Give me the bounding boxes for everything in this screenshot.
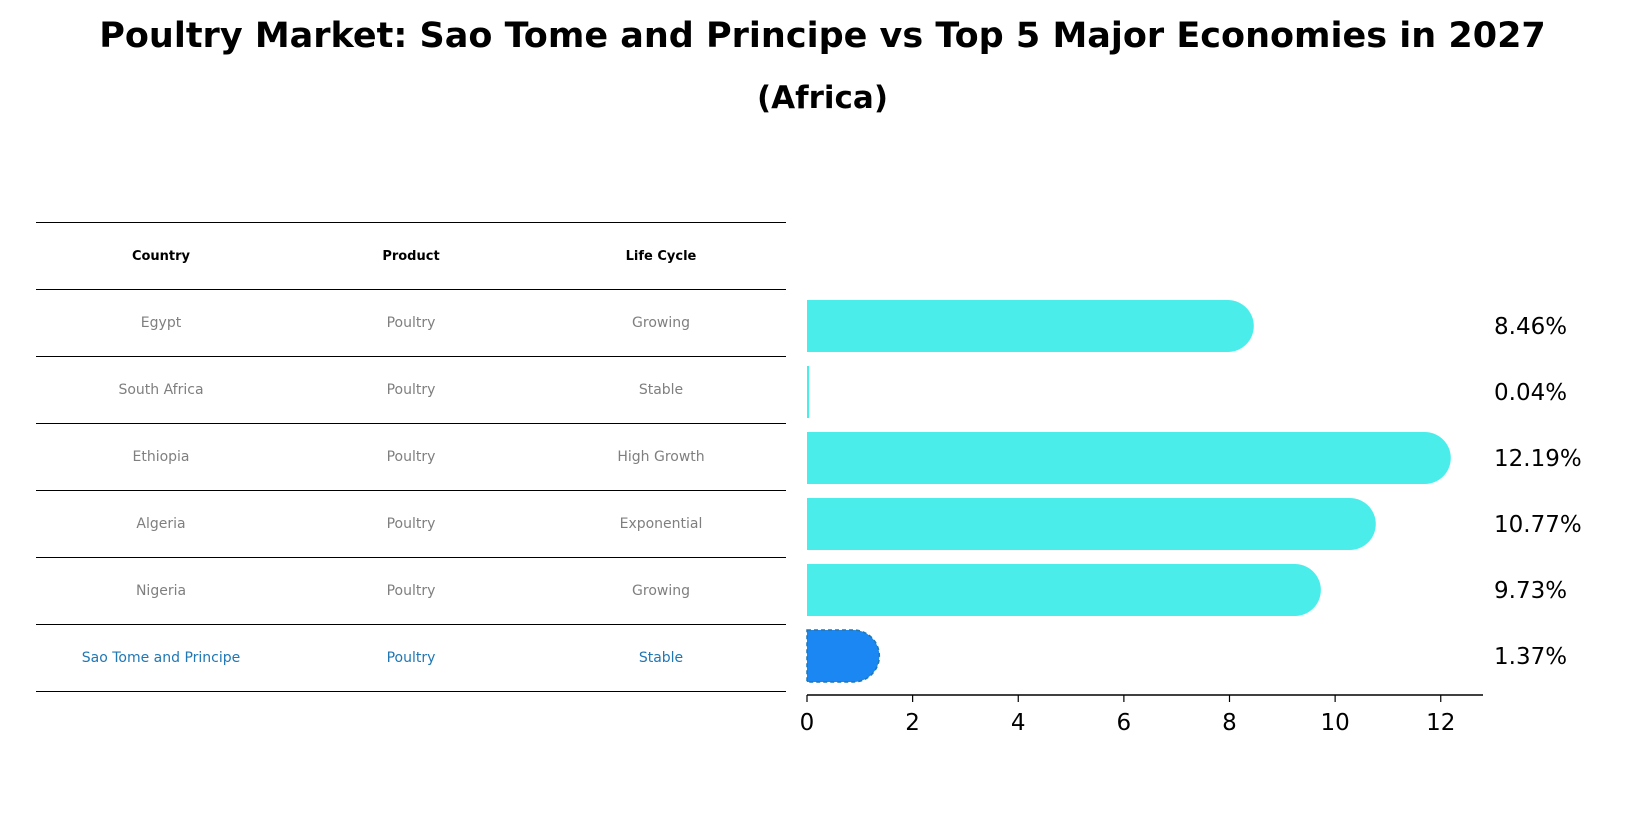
- x-tick-label: 8: [1222, 710, 1237, 736]
- cell-life-cycle: Growing: [632, 315, 690, 331]
- bar-south-africa: [807, 366, 810, 418]
- x-tick-label: 12: [1426, 710, 1455, 736]
- bar-sao-tome-and-principe: [806, 629, 881, 683]
- chart-title: Poultry Market: Sao Tome and Principe vs…: [99, 16, 1546, 56]
- cell-product: Poultry: [386, 382, 436, 398]
- bar-algeria: [807, 498, 1376, 550]
- value-label: 0.04%: [1494, 380, 1567, 406]
- cell-product: Poultry: [386, 315, 436, 331]
- value-label: 12.19%: [1494, 446, 1582, 472]
- header-country: Country: [131, 248, 191, 264]
- table-row: Algeria Poultry Exponential: [36, 490, 786, 557]
- cell-life-cycle: Stable: [638, 650, 684, 666]
- cell-life-cycle: Exponential: [619, 516, 703, 532]
- table-header-row: Country Product Life Cycle: [36, 222, 786, 289]
- value-label: 8.46%: [1494, 314, 1567, 340]
- header-life-cycle: Life Cycle: [625, 248, 697, 264]
- cell-life-cycle: Stable: [638, 382, 684, 398]
- bar-ethiopia: [807, 432, 1451, 484]
- table-row: South Africa Poultry Stable: [36, 356, 786, 423]
- value-label: 1.37%: [1494, 644, 1567, 670]
- bar-nigeria: [807, 564, 1321, 616]
- cell-product: Poultry: [386, 516, 436, 532]
- bar-egypt: [807, 300, 1254, 352]
- table-row-highlight: Sao Tome and Principe Poultry Stable: [36, 624, 786, 692]
- cell-country: Algeria: [136, 516, 186, 532]
- cell-country: Sao Tome and Principe: [81, 650, 241, 666]
- cell-country: South Africa: [118, 382, 204, 398]
- table-row: Egypt Poultry Growing: [36, 289, 786, 356]
- cell-country: Ethiopia: [132, 449, 190, 465]
- cell-life-cycle: High Growth: [617, 449, 705, 465]
- cell-life-cycle: Growing: [632, 583, 690, 599]
- cell-product: Poultry: [386, 583, 436, 599]
- x-tick-label: 10: [1320, 710, 1349, 736]
- x-tick-label: 0: [800, 710, 815, 736]
- cell-country: Nigeria: [135, 583, 187, 599]
- table-row: Nigeria Poultry Growing: [36, 557, 786, 624]
- x-tick-label: 2: [905, 710, 920, 736]
- value-label: 9.73%: [1494, 578, 1567, 604]
- cell-product: Poultry: [386, 449, 436, 465]
- x-tick-label: 6: [1117, 710, 1132, 736]
- table-row: Ethiopia Poultry High Growth: [36, 423, 786, 490]
- x-tick-label: 4: [1011, 710, 1026, 736]
- data-table: Country Product Life Cycle Egypt Poultry…: [36, 222, 786, 692]
- chart-subtitle: (Africa): [756, 80, 889, 116]
- header-product: Product: [382, 248, 440, 264]
- cell-product: Poultry: [386, 650, 436, 666]
- cell-country: Egypt: [140, 315, 182, 331]
- value-label: 10.77%: [1494, 512, 1582, 538]
